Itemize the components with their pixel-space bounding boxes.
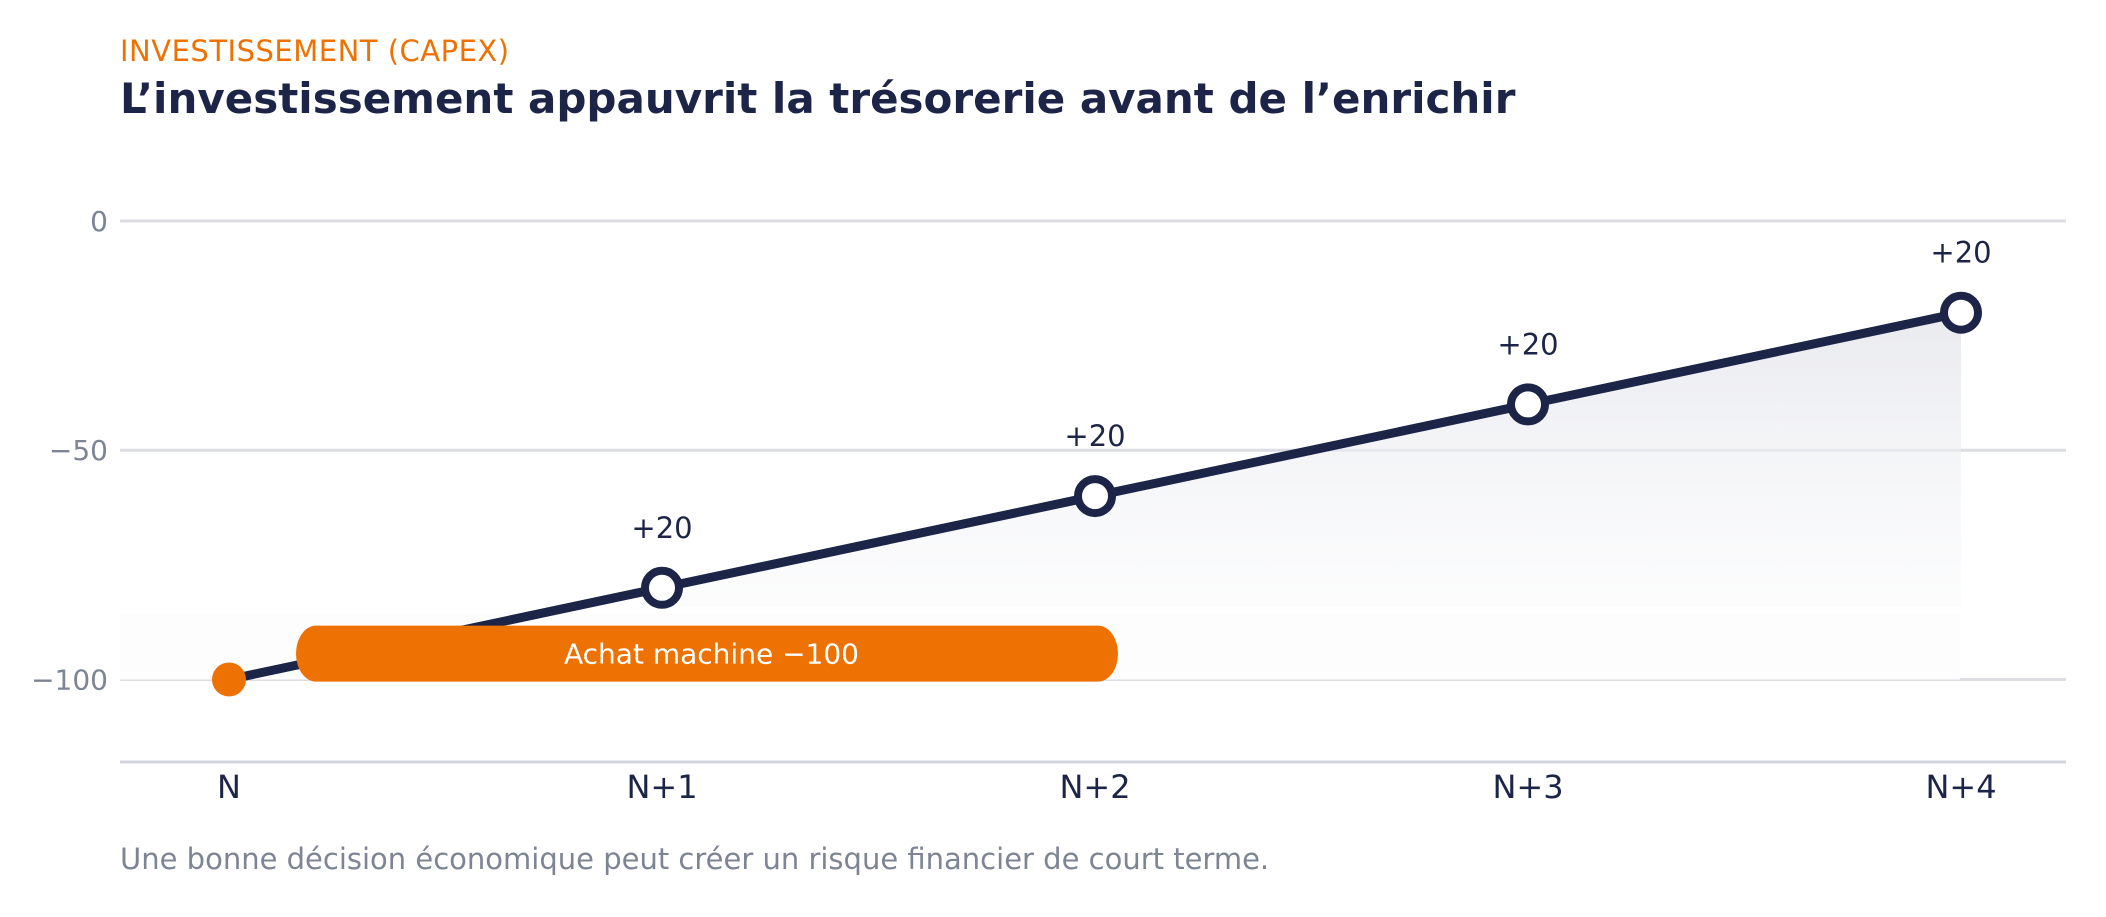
- x-tick-label: N+4: [1925, 768, 1996, 806]
- label-layer: +20 +20 +20 +20 N N+1 N+2 N+3 N+4: [217, 236, 1997, 806]
- chart-title: L’investissement appauvrit la trésorerie…: [120, 74, 1516, 123]
- x-tick-label: N+3: [1492, 768, 1563, 806]
- data-label: +20: [1064, 419, 1125, 453]
- chart-footnote: Une bonne décision économique peut créer…: [120, 842, 1270, 876]
- data-point-start: [212, 662, 246, 697]
- y-tick-label: −100: [31, 663, 108, 696]
- x-tick-label: N+1: [626, 768, 697, 806]
- x-tick-label: N: [217, 768, 241, 806]
- chart-eyebrow: INVESTISSEMENT (CAPEX): [120, 34, 510, 68]
- y-tick-label: 0: [90, 205, 108, 238]
- x-tick-label: N+2: [1059, 768, 1130, 806]
- data-point: [1074, 475, 1116, 518]
- y-tick-label: −50: [49, 434, 108, 467]
- data-label: +20: [1930, 236, 1991, 270]
- point-layer: [212, 291, 1982, 697]
- data-label: +20: [1497, 327, 1558, 361]
- annotation-pill: [296, 625, 1118, 682]
- data-label: +20: [631, 511, 692, 545]
- annotation-label: Achat machine −100: [564, 638, 859, 671]
- data-point: [1940, 291, 1982, 334]
- data-point: [1507, 383, 1549, 426]
- data-point: [641, 566, 683, 609]
- annotation-layer: Achat machine −100: [296, 625, 1118, 682]
